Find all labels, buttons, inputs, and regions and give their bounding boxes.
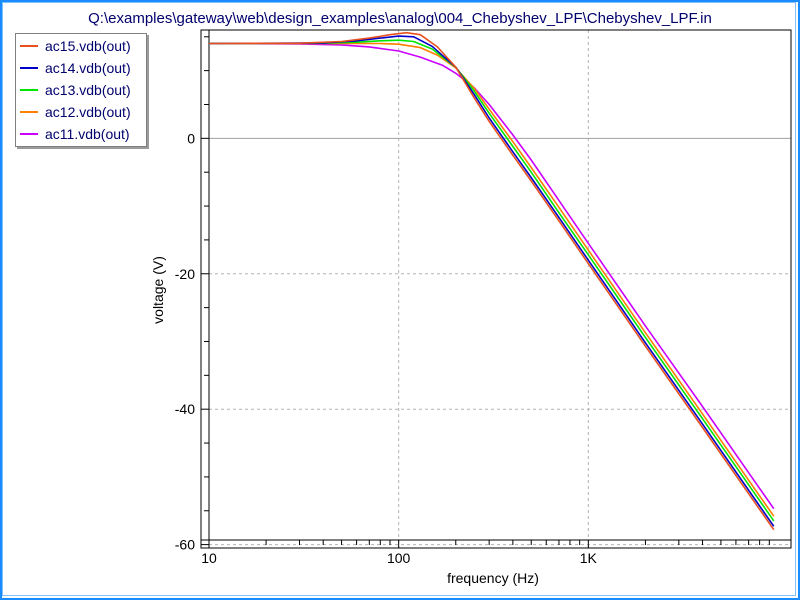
legend-swatch — [20, 67, 38, 69]
x-tick-label: 1K — [580, 550, 598, 566]
series-line — [208, 42, 775, 510]
y-tick-label: 0 — [187, 130, 195, 146]
series-line — [208, 39, 775, 522]
x-tick-label: 10 — [201, 550, 217, 566]
series-line — [209, 42, 775, 517]
grid-layer — [209, 30, 791, 548]
legend-item: ac12.vdb(out) — [20, 102, 145, 122]
plot-area-border — [200, 29, 792, 549]
y-tick-label: -20 — [175, 266, 195, 282]
legend-item: ac13.vdb(out) — [20, 80, 145, 100]
y-tick-label: -40 — [175, 401, 195, 417]
y-tick-label: -60 — [175, 537, 195, 553]
y-axis-label: voltage (V) — [150, 256, 166, 324]
x-tick-label: 100 — [387, 550, 411, 566]
legend-item: ac15.vdb(out) — [20, 36, 145, 56]
series-line — [208, 35, 775, 527]
legend-label: ac14.vdb(out) — [45, 60, 131, 76]
legend-label: ac12.vdb(out) — [45, 104, 131, 120]
legend-label: ac11.vdb(out) — [45, 126, 130, 142]
tick-layer: 10 100 1K 0 -20 -40 -60 — [175, 36, 770, 566]
legend-swatch — [20, 133, 38, 135]
legend-swatch — [20, 89, 38, 91]
legend-swatch — [20, 111, 38, 113]
legend-label: ac13.vdb(out) — [45, 82, 131, 98]
legend-swatch — [20, 45, 38, 47]
chart-title: Q:\examples\gateway\web\design_examples\… — [88, 10, 712, 27]
legend-item: ac14.vdb(out) — [20, 58, 145, 78]
series-line — [208, 31, 775, 531]
series-layer — [208, 31, 775, 531]
legend-item: ac11.vdb(out) — [20, 124, 145, 144]
legend-label: ac15.vdb(out) — [45, 38, 131, 54]
chart-legend: ac15.vdb(out) ac14.vdb(out) ac13.vdb(out… — [15, 33, 147, 147]
x-axis-label: frequency (Hz) — [447, 570, 539, 586]
